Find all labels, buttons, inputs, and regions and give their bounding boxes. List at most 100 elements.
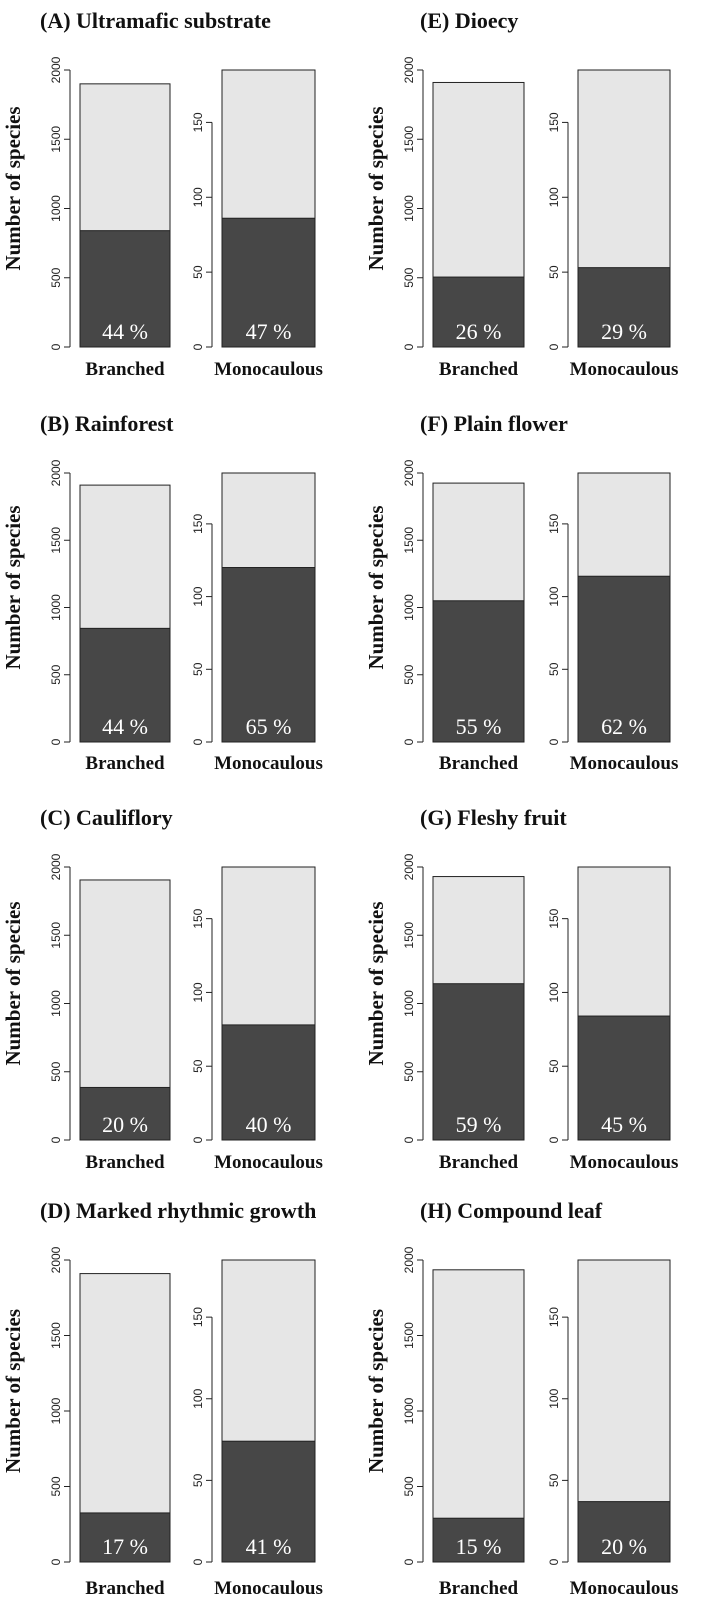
chart-4: (D) Marked rhythmic growth Number of spec… [1, 1198, 323, 1599]
monocaulous-y-tick-label: 0 [547, 343, 561, 350]
branched-y-tick-label: 2000 [49, 853, 63, 880]
branched-y-tick-label: 0 [402, 343, 416, 350]
monocaulous-y-tick-label: 100 [547, 187, 561, 207]
monocaulous-category-label: Monocaulous [570, 753, 679, 774]
branched-y-tick-label: 500 [49, 664, 63, 684]
branched-y-tick-label: 1500 [402, 527, 416, 554]
monocaulous-y-tick-label: 0 [547, 1136, 561, 1143]
monocaulous-percent-label: 47 % [246, 319, 292, 344]
branched-y-tick-label: 1500 [49, 922, 63, 949]
monocaulous-y-tick-label: 50 [547, 1473, 561, 1487]
branched-y-tick-label: 2000 [49, 459, 63, 486]
monocaulous-y-tick-label: 150 [191, 908, 205, 928]
monocaulous-category-label: Monocaulous [214, 1578, 323, 1599]
branched-category-label: Branched [85, 1578, 165, 1599]
branched-y-tick-label: 500 [402, 1476, 416, 1496]
branched-y-tick-label: 2000 [402, 853, 416, 880]
monocaulous-category-label: Monocaulous [214, 753, 323, 774]
monocaulous-y-tick-label: 150 [191, 1307, 205, 1327]
monocaulous-y-tick-label: 100 [547, 586, 561, 606]
branched-y-tick-label: 1500 [402, 922, 416, 949]
branched-category-label: Branched [85, 1152, 165, 1173]
monocaulous-y-tick-label: 0 [191, 1136, 205, 1143]
branched-category-label: Branched [439, 1578, 519, 1599]
branched-y-tick-label: 1000 [402, 594, 416, 621]
monocaulous-y-tick-label: 100 [191, 1388, 205, 1408]
monocaulous-y-tick-label: 50 [191, 1059, 205, 1073]
monocaulous-y-tick-label: 0 [191, 343, 205, 350]
monocaulous-y-tick-label: 150 [547, 1307, 561, 1327]
branched-y-tick-label: 0 [402, 738, 416, 745]
chart-2: (B) Rainforest Number of species 0 500 1000 1… [1, 411, 323, 774]
monocaulous-y-tick-label: 100 [547, 1388, 561, 1408]
chart-6: (F) Plain flower Number of species 0 500 100… [364, 411, 678, 774]
chart-title: (A) Ultramafic substrate [40, 8, 271, 33]
monocaulous-y-tick-label: 150 [547, 112, 561, 132]
branched-y-tick-label: 1000 [49, 990, 63, 1017]
branched-percent-label: 26 % [456, 319, 502, 344]
monocaulous-y-tick-label: 150 [547, 908, 561, 928]
monocaulous-y-tick-label: 100 [191, 586, 205, 606]
monocaulous-y-tick-label: 100 [191, 982, 205, 1002]
y-axis-label: Number of species [364, 505, 388, 669]
chart-title: (F) Plain flower [420, 411, 568, 436]
monocaulous-subset-bar [577, 575, 671, 743]
y-axis-label: Number of species [364, 106, 388, 270]
branched-y-tick-label: 1000 [49, 1397, 63, 1424]
branched-y-tick-label: 1000 [402, 1397, 416, 1424]
branched-category-label: Branched [439, 1152, 519, 1173]
branched-y-tick-label: 2000 [49, 56, 63, 83]
branched-category-label: Branched [439, 753, 519, 774]
monocaulous-category-label: Monocaulous [570, 1152, 679, 1173]
branched-subset-bar [79, 1512, 171, 1563]
y-axis-label: Number of species [1, 106, 25, 270]
branched-subset-bar [79, 1086, 171, 1141]
y-axis-label: Number of species [364, 1309, 388, 1473]
branched-y-tick-label: 500 [402, 664, 416, 684]
monocaulous-subset-bar [221, 1440, 316, 1563]
monocaulous-percent-label: 40 % [246, 1112, 292, 1137]
monocaulous-y-tick-label: 50 [547, 662, 561, 676]
monocaulous-percent-label: 45 % [601, 1112, 647, 1137]
monocaulous-percent-label: 20 % [601, 1534, 647, 1559]
branched-subset-bar [432, 1517, 525, 1563]
monocaulous-y-tick-label: 150 [547, 514, 561, 534]
branched-subset-bar [432, 600, 525, 743]
monocaulous-y-tick-label: 150 [191, 514, 205, 534]
branched-subset-bar [79, 230, 171, 348]
y-axis-label: Number of species [1, 505, 25, 669]
branched-percent-label: 44 % [102, 714, 148, 739]
branched-y-tick-label: 1000 [402, 195, 416, 222]
monocaulous-y-tick-label: 50 [191, 662, 205, 676]
chart-title: (B) Rainforest [40, 411, 174, 436]
chart-title: (E) Dioecy [420, 8, 518, 33]
branched-percent-label: 15 % [456, 1534, 502, 1559]
branched-y-tick-label: 2000 [402, 459, 416, 486]
branched-y-tick-label: 1000 [402, 990, 416, 1017]
y-axis-label: Number of species [1, 901, 25, 1065]
monocaulous-y-tick-label: 0 [547, 1558, 561, 1565]
branched-y-tick-label: 1500 [402, 1322, 416, 1349]
branched-y-tick-label: 500 [49, 267, 63, 287]
monocaulous-category-label: Monocaulous [570, 359, 679, 380]
branched-y-tick-label: 2000 [402, 56, 416, 83]
monocaulous-percent-label: 62 % [601, 714, 647, 739]
branched-y-tick-label: 1000 [49, 594, 63, 621]
branched-percent-label: 59 % [456, 1112, 502, 1137]
branched-category-label: Branched [85, 359, 165, 380]
branched-y-tick-label: 1000 [49, 195, 63, 222]
branched-y-tick-label: 0 [402, 1136, 416, 1143]
monocaulous-subset-bar [221, 1024, 316, 1141]
branched-y-tick-label: 500 [402, 267, 416, 287]
monocaulous-subset-bar [221, 217, 316, 348]
branched-y-tick-label: 0 [49, 738, 63, 745]
branched-y-tick-label: 1500 [402, 126, 416, 153]
branched-percent-label: 55 % [456, 714, 502, 739]
monocaulous-category-label: Monocaulous [570, 1578, 679, 1599]
monocaulous-y-tick-label: 50 [547, 1059, 561, 1073]
chart-title: (C) Cauliflory [40, 805, 173, 830]
branched-category-label: Branched [439, 359, 519, 380]
